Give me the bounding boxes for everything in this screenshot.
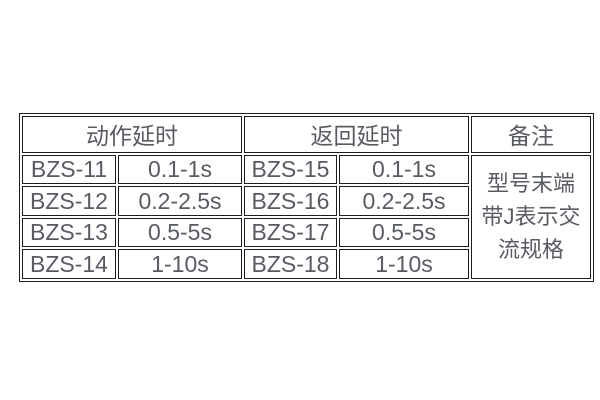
header-remarks: 备注 — [471, 116, 591, 153]
model-cell: BZS-12 — [22, 186, 116, 216]
remark-line: 流规格 — [497, 237, 564, 263]
header-row: 动作延时 返回延时 备注 — [22, 116, 591, 153]
table-row: BZS-13 0.5-5s BZS-17 0.5-5s — [22, 217, 591, 248]
model-cell: BZS-13 — [22, 217, 116, 248]
model-cell: BZS-11 — [22, 154, 116, 185]
delay-cell: 1-10s — [339, 249, 469, 279]
remark-line: 型号末端 — [486, 171, 575, 197]
table-row: BZS-14 1-10s BZS-18 1-10s — [22, 249, 591, 279]
header-action-delay: 动作延时 — [22, 116, 242, 153]
delay-cell: 1-10s — [118, 249, 242, 279]
model-cell: BZS-17 — [244, 217, 337, 248]
delay-cell: 0.5-5s — [118, 217, 242, 248]
delay-cell: 0.2-2.5s — [118, 186, 242, 216]
table-row: BZS-12 0.2-2.5s BZS-16 0.2-2.5s — [22, 186, 591, 216]
delay-cell: 0.1-1s — [339, 154, 469, 185]
model-cell: BZS-14 — [22, 249, 116, 279]
table-row: BZS-11 0.1-1s BZS-15 0.1-1s 型号末端 带J表示交 流… — [22, 154, 591, 279]
model-cell: BZS-16 — [244, 186, 337, 216]
header-return-delay: 返回延时 — [244, 116, 469, 153]
model-cell: BZS-18 — [244, 249, 337, 279]
delay-cell: 0.1-1s — [118, 154, 242, 185]
delay-cell: 0.5-5s — [339, 217, 469, 248]
remark-line: 带J表示交 — [481, 204, 581, 230]
model-cell: BZS-15 — [244, 154, 337, 185]
delay-cell: 0.2-2.5s — [339, 186, 469, 216]
spec-table: 动作延时 返回延时 备注 BZS-11 0.1-1s BZS-15 0.1-1s… — [19, 113, 594, 282]
remark-cell: 型号末端 带J表示交 流规格 — [471, 154, 591, 279]
